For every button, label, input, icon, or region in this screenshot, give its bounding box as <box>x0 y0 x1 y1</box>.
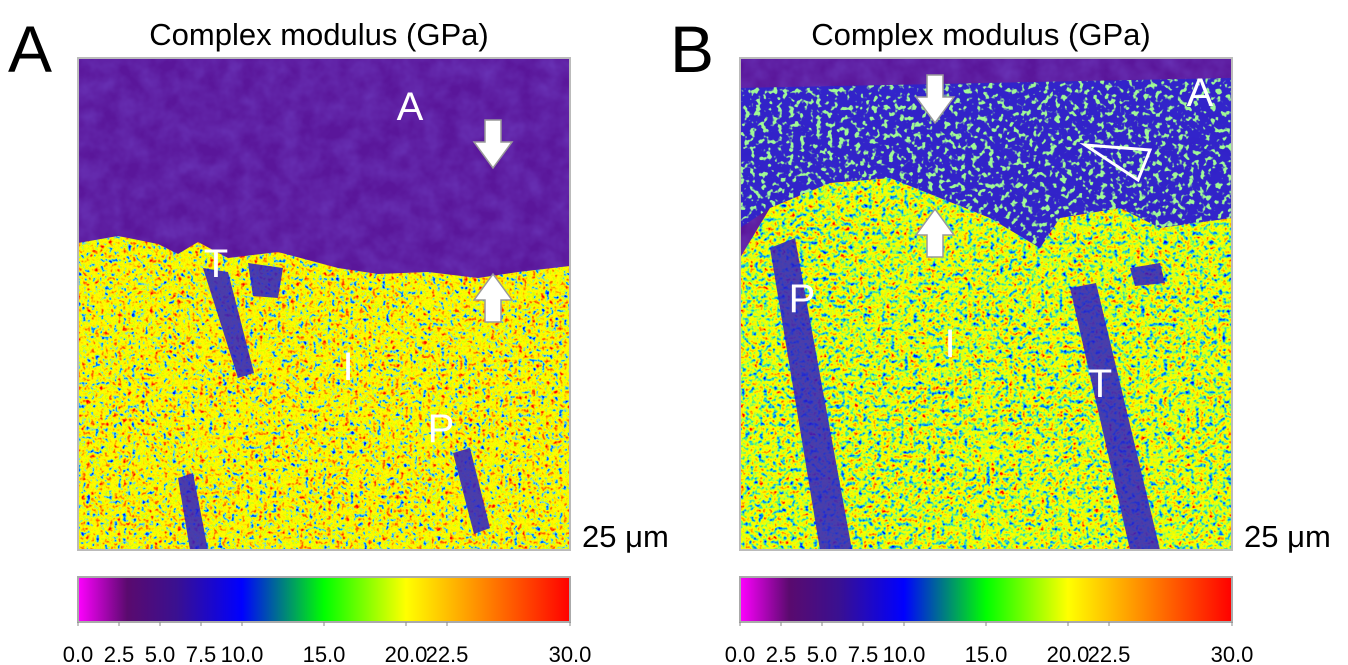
map-region <box>203 268 254 378</box>
colorbar-tick-label: 7.5 <box>848 642 879 665</box>
map-region <box>1070 283 1160 550</box>
colorbar-tick-label: 30.0 <box>549 642 592 665</box>
map-region <box>248 263 283 298</box>
region-label: P <box>789 277 816 321</box>
region-label: A <box>397 85 424 129</box>
panel: A T I P A Complex modulus (GPa) 25 μm 0.0 2.5 5.0… <box>8 12 669 665</box>
region-label: I <box>342 345 353 389</box>
arrow <box>914 74 956 125</box>
panel-title: Complex modulus (GPa) <box>811 17 1150 52</box>
region-label: T <box>204 242 228 286</box>
map-region <box>770 238 852 550</box>
arrow <box>472 272 514 323</box>
scale-bar-label: 25 μm <box>1244 519 1331 554</box>
scale-bar-label: 25 μm <box>582 519 669 554</box>
colorbar-tick-label: 22.5 <box>426 642 469 665</box>
panel: A P I T B Complex modulus (GPa) 25 μm 0.0 2.5 5.0… <box>670 12 1331 665</box>
colorbar-tick-label: 7.5 <box>186 642 217 665</box>
region-label: T <box>1088 362 1112 406</box>
panel-letter: A <box>8 12 52 86</box>
region-label: I <box>944 322 955 366</box>
colorbar-tick-label: 20.0 <box>385 642 428 665</box>
modulus-map <box>739 57 1233 551</box>
map-region <box>453 448 490 534</box>
colorbar-tick-label: 2.5 <box>766 642 797 665</box>
panel-letter: B <box>670 12 714 86</box>
arrowhead-marker <box>1079 143 1153 183</box>
colorbar-tick-label: 15.0 <box>965 642 1008 665</box>
colorbar-tick-label: 0.0 <box>63 642 94 665</box>
colorbar-tick-label: 20.0 <box>1047 642 1090 665</box>
map-border <box>739 57 1233 551</box>
arrow <box>914 207 956 258</box>
arrow <box>472 119 514 170</box>
colorbar <box>77 576 571 623</box>
map-region <box>1130 263 1165 286</box>
colorbar-tick-label: 2.5 <box>104 642 135 665</box>
colorbar-tick-label: 10.0 <box>221 642 264 665</box>
colorbar-tick-label: 30.0 <box>1211 642 1254 665</box>
colorbar-tick-label: 15.0 <box>303 642 346 665</box>
colorbar-tick-label: 10.0 <box>883 642 926 665</box>
map-region <box>178 473 208 550</box>
region-label: A <box>1187 71 1214 115</box>
colorbar-tick-label: 5.0 <box>807 642 838 665</box>
panel-title: Complex modulus (GPa) <box>149 17 488 52</box>
region-label: P <box>428 407 455 451</box>
colorbar-tick-label: 5.0 <box>145 642 176 665</box>
colorbar-tick-label: 22.5 <box>1088 642 1131 665</box>
map-border <box>77 57 571 551</box>
colorbar <box>739 576 1233 623</box>
colorbar-tick-label: 0.0 <box>725 642 756 665</box>
